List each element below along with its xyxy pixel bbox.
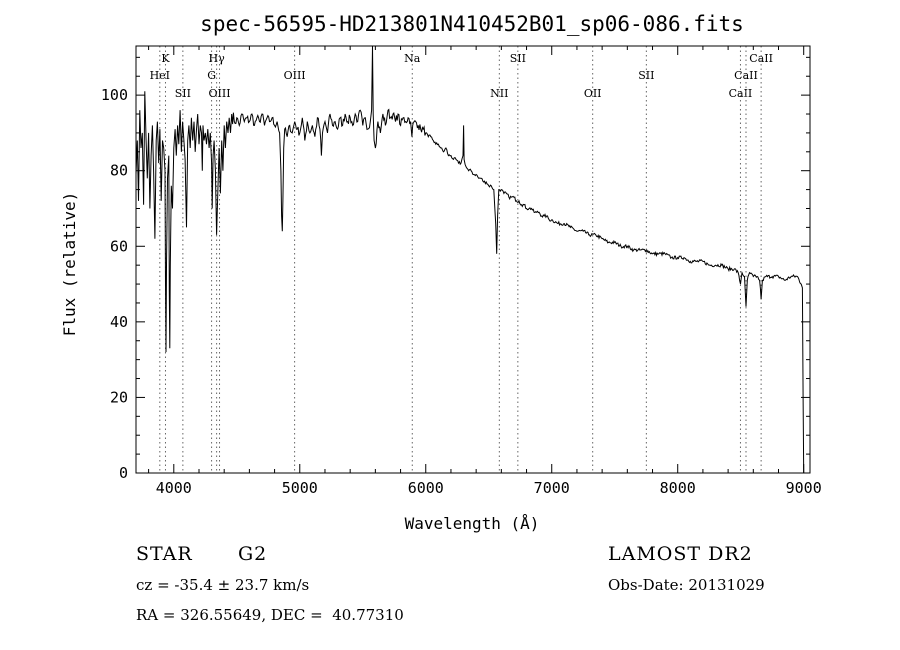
spectral-line-label: K (161, 52, 170, 65)
redshift-velocity: cz = -35.4 ± 23.7 km/s (136, 576, 310, 594)
y-tick-label: 100 (101, 86, 128, 104)
x-tick-label: 5000 (282, 479, 318, 497)
y-tick-label: 80 (110, 162, 128, 180)
spectral-line-label: OII (584, 87, 602, 100)
spectral-line-label: SII (510, 52, 526, 65)
spectral-line-label: OIII (208, 87, 230, 100)
spectral-line-label: CaII (749, 52, 773, 65)
plot-frame (135, 45, 811, 474)
y-tick-label: 60 (110, 237, 128, 255)
spectral-line-label: CaII (734, 69, 758, 82)
y-tick-label: 0 (119, 464, 128, 482)
spectrum-line (135, 45, 805, 474)
axes: 4000 5000 6000 7000 8000 9000 0 20 40 60 80 100 (101, 46, 822, 497)
x-tick-label: 4000 (156, 479, 192, 497)
spectral-line-markers: HeI K SII G Hγ OIII OIII Na NII SII OII SII CaII CaII… (150, 46, 773, 473)
spectral-line-label: SII (175, 87, 191, 100)
coordinates: RA = 326.55649, DEC = 40.77310 (136, 606, 404, 624)
chart-title: spec-56595-HD213801N410452B01_sp06-086.f… (200, 12, 744, 36)
spectral-line-label: G (207, 69, 216, 82)
object-subclass: G2 (238, 543, 268, 565)
observation-date: Obs-Date: 20131029 (608, 576, 765, 594)
spectral-line-label: HeI (150, 69, 170, 82)
spectral-line-label: OIII (284, 69, 306, 82)
spectral-line-label: CaII (729, 87, 753, 100)
y-tick-label: 20 (110, 388, 128, 406)
y-tick-label: 40 (110, 313, 128, 331)
x-tick-label: 9000 (786, 479, 822, 497)
spectral-line-label: SII (638, 69, 654, 82)
spectral-line-label: Na (404, 52, 421, 65)
x-axis-label: Wavelength (Å) (405, 514, 540, 533)
survey-name: LAMOST DR2 (608, 543, 753, 565)
x-tick-label: 7000 (534, 479, 570, 497)
object-class: STAR (136, 543, 193, 565)
x-tick-label: 6000 (408, 479, 444, 497)
y-axis-label: Flux (relative) (60, 192, 79, 337)
spectral-line-label: Hγ (209, 52, 226, 65)
spectral-line-label: NII (490, 87, 508, 100)
x-tick-label: 8000 (660, 479, 696, 497)
